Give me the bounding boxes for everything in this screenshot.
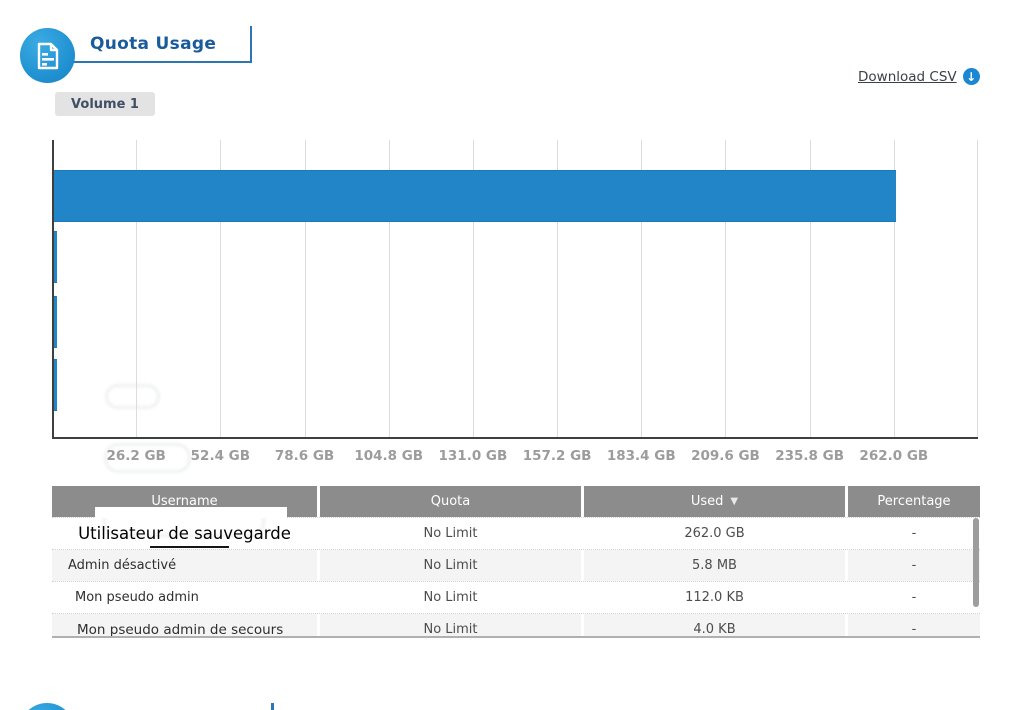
x-tick-label: 78.6 GB [274, 448, 335, 464]
cell-percentage: - [848, 614, 980, 637]
gridline [809, 140, 811, 437]
gridline [388, 140, 390, 437]
column-header-quota[interactable]: Quota [320, 486, 581, 517]
table-row[interactable]: Admin désactivé No Limit 5.8 MB - [52, 549, 980, 581]
quota-usage-chart: 26.2 GB 52.4 GB 78.6 GB 104.8 GB 131.0 GB 157… [52, 140, 978, 535]
gridline [725, 140, 727, 437]
usage-bar [54, 231, 57, 283]
report-icon [20, 28, 75, 83]
cell-percentage: - [848, 550, 980, 581]
table-scrollbar-thumb[interactable] [973, 518, 979, 607]
gridline [557, 140, 559, 437]
cell-used: 5.8 MB [584, 550, 845, 581]
usage-bar [54, 296, 57, 348]
cell-username: Admin désactivé [52, 550, 317, 581]
cell-quota: No Limit [423, 526, 478, 541]
column-header-used[interactable]: Used ▼ [584, 486, 845, 517]
y-axis-line [52, 140, 54, 439]
usage-bar [54, 170, 896, 222]
table-row[interactable]: Utilisateur de sauvegarde No Limit 262.0 G… [52, 517, 980, 549]
x-tick-label: 262.0 GB [859, 448, 929, 464]
redacted-bar-label-1 [109, 325, 174, 347]
gridline [641, 140, 643, 437]
redacted-bar-label-2 [107, 386, 158, 407]
annotation-patch [95, 507, 287, 518]
download-csv-link[interactable]: Download CSV ↓ [858, 68, 980, 85]
cell-used: 112.0 KB [685, 590, 744, 605]
table-row[interactable]: Mon pseudo admin No Limit 112.0 KB - [52, 581, 980, 613]
redacted-bar-label-3 [106, 445, 189, 471]
x-tick-label: 235.8 GB [775, 448, 845, 464]
cell-quota: No Limit [423, 590, 478, 605]
annotation-underline [150, 546, 229, 548]
cell-percentage: - [911, 590, 917, 605]
table-row[interactable]: Mon pseudo admin de secours No Limit 4.0 K… [52, 613, 980, 637]
x-tick-label: 104.8 GB [354, 448, 424, 464]
gridline [472, 140, 474, 437]
x-tick-label: 26.2 GB [106, 448, 166, 464]
quota-table: Username Quota Used ▼ Percentage Utilisa… [52, 486, 980, 637]
cell-quota: No Limit [320, 550, 581, 581]
table-body: Utilisateur de sauvegarde No Limit 262.0 G… [52, 517, 980, 637]
download-icon[interactable]: ↓ [962, 68, 980, 85]
cell-username: Mon pseudo admin de secours [52, 614, 317, 637]
x-tick-label: 131.0 GB [438, 448, 508, 464]
cell-username: Utilisateur de sauvegarde [78, 524, 291, 543]
title-box-right-border [250, 26, 252, 63]
page-title: Quota Usage [90, 34, 217, 54]
cell-used: 4.0 KB [584, 614, 845, 637]
cell-quota: No Limit [320, 614, 581, 637]
x-tick-label: 209.6 GB [691, 448, 760, 464]
tab-volume-1[interactable]: Volume 1 [55, 92, 155, 116]
gridline [893, 140, 895, 437]
x-tick-label: 52.4 GB [190, 448, 251, 464]
title-box-bottom-border [74, 61, 252, 63]
gridline [304, 140, 306, 437]
next-section-title-border [271, 703, 274, 710]
gridline [977, 140, 978, 437]
gridline [220, 140, 222, 437]
document-lines-icon [37, 42, 58, 69]
x-axis-line [52, 437, 978, 439]
gridline [136, 140, 138, 437]
cell-used: 262.0 GB [684, 526, 745, 541]
download-csv-label[interactable]: Download CSV [858, 68, 957, 85]
column-header-percentage[interactable]: Percentage [848, 486, 980, 517]
column-header-used-label: Used [690, 494, 724, 509]
table-bottom-border [52, 636, 980, 638]
cell-percentage: - [911, 526, 917, 541]
usage-bar [54, 359, 57, 411]
next-section-icon [19, 703, 75, 710]
x-tick-label: 183.4 GB [606, 448, 676, 464]
sort-desc-icon: ▼ [730, 496, 739, 507]
x-tick-label: 157.2 GB [522, 448, 592, 464]
cell-username: Mon pseudo admin [75, 590, 199, 605]
